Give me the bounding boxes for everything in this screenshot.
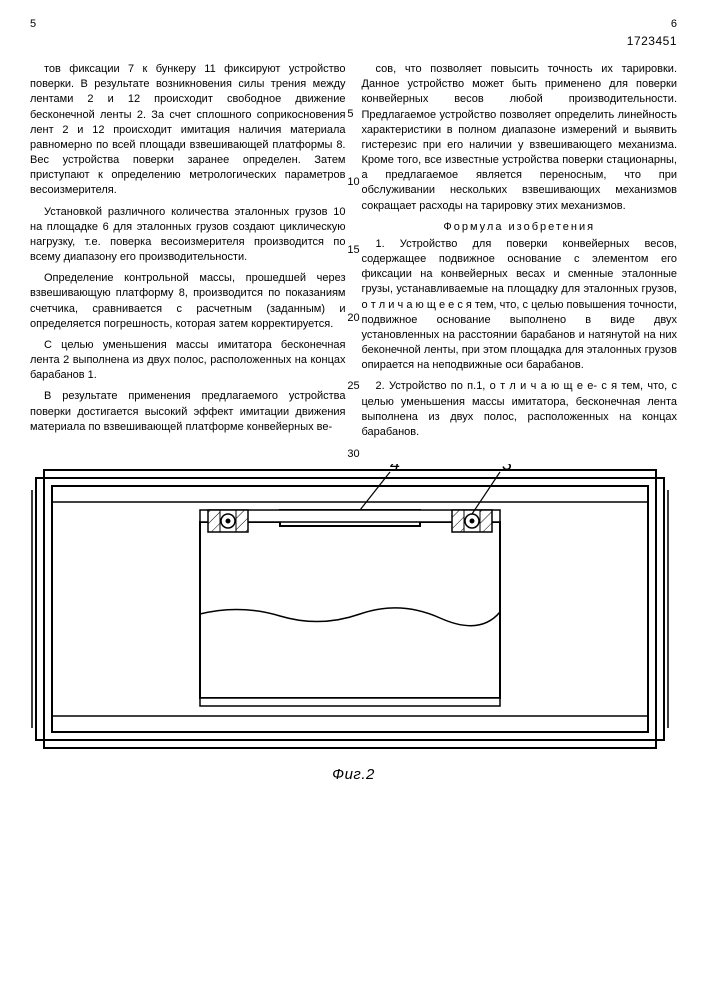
paragraph: С целью уменьшения массы имитатора беско…: [30, 338, 346, 384]
paragraph: Определение контрольной массы, прошедшей…: [30, 271, 346, 332]
line-marker: 10: [347, 176, 359, 188]
page-header: 5 6: [30, 18, 677, 30]
line-marker: 30: [347, 448, 359, 460]
right-column: сов, что позволяет повысить точность их …: [362, 62, 678, 446]
paragraph: Установкой различного количества эталонн…: [30, 205, 346, 266]
line-marker: 20: [347, 312, 359, 324]
ref-label-3: 3: [502, 464, 512, 474]
paragraph: тов фиксации 7 к бункеру 11 фиксируют ус…: [30, 62, 346, 199]
formula-title: Формула изобретения: [362, 220, 678, 235]
line-marker: 25: [347, 380, 359, 392]
paragraph: В результате применения предлагаемого ус…: [30, 389, 346, 435]
ref-label-4: 4: [390, 464, 400, 474]
document-number: 1723451: [30, 34, 677, 48]
claim-2: 2. Устройство по п.1, о т л и ч а ю щ е …: [362, 379, 678, 440]
line-number-gutter: 5 10 15 20 25 30: [347, 58, 359, 460]
line-marker: 15: [347, 244, 359, 256]
paragraph: сов, что позволяет повысить точность их …: [362, 62, 678, 214]
left-column: тов фиксации 7 к бункеру 11 фиксируют ус…: [30, 62, 346, 446]
page-number-left: 5: [30, 18, 36, 30]
figure-2: 4 3 Фиг.2: [30, 464, 677, 783]
page-number-right: 6: [671, 18, 677, 30]
claim-1: 1. Устройство для поверки конвейерных ве…: [362, 237, 678, 374]
figure-caption: Фиг.2: [30, 766, 677, 783]
figure-svg: 4 3: [30, 464, 670, 764]
line-marker: 5: [347, 108, 359, 120]
